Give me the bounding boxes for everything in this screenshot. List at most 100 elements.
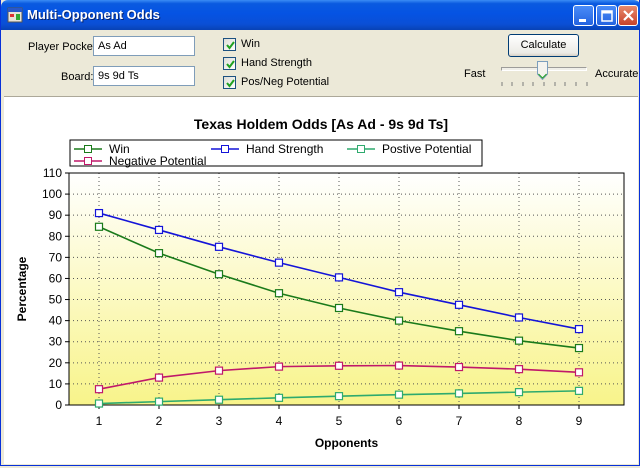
x-tick-label: 3 [216,414,223,428]
data-point [214,366,224,375]
legend-marker [357,145,365,153]
maximize-button[interactable] [596,5,617,26]
y-tick-label: 90 [49,208,63,222]
legend: Win Hand Strength Postive Potential Negativ… [69,139,483,168]
data-point [454,327,464,336]
checkmark-icon [226,79,235,88]
x-tick-label: 9 [576,414,583,428]
data-point [154,249,164,258]
data-point [574,343,584,353]
data-point [514,336,524,345]
y-tick-label: 40 [49,314,63,328]
checkbox-hand-strength-label: Hand Strength [241,57,312,69]
close-button[interactable] [618,5,638,26]
checkbox-pos-neg-box[interactable] [223,76,236,89]
data-point [154,225,164,235]
data-point [274,362,284,371]
data-point [514,365,524,374]
data-point [334,392,344,401]
checkbox-pos-neg-label: Pos/Neg Potential [241,76,330,88]
board-label: Board: [61,71,94,83]
x-tick-label: 2 [156,414,163,428]
y-tick-label: 70 [49,250,63,264]
x-axis-label: Opponents [315,436,379,450]
data-point [574,386,584,395]
calculate-button[interactable]: Calculate [508,34,579,57]
axes: 0 10 20 30 40 50 60 70 80 90 100 110 1 2 3 4 5 6 7 8 9 [42,166,625,428]
data-point [94,385,104,394]
y-tick-label: 30 [49,335,63,349]
data-point [454,389,464,398]
data-point [214,242,224,251]
y-tick-label: 20 [49,356,63,370]
window-title: Multi-Opponent Odds [27,7,160,22]
data-point [454,300,464,309]
legend-marker [221,145,229,153]
series-group [94,208,584,408]
legend-label: Win [109,142,130,156]
checkbox-win-label: Win [241,38,260,50]
data-point [274,289,284,298]
data-point [94,222,104,231]
data-point [94,208,104,218]
slider-accurate-label: Accurate [595,68,639,80]
chart-title: Texas Holdem Odds [As Ad - 9s 9d Ts] [194,116,448,132]
odds-chart-panel: Texas Holdem Odds [As Ad - 9s 9d Ts] 0 10… [4,96,638,464]
grid-lines [69,172,624,405]
board-input[interactable] [93,66,195,86]
legend-label: Hand Strength [246,142,323,156]
data-point [274,393,284,402]
legend-label: Negative Potential [109,154,206,168]
y-tick-label: 60 [49,271,63,285]
data-point [334,273,344,282]
y-tick-label: 100 [42,187,62,201]
plot-frame [68,172,625,406]
player-pocket-input[interactable] [93,36,195,56]
accuracy-slider-thumb[interactable] [537,61,548,80]
checkmark-icon [226,41,235,50]
x-tick-label: 5 [336,414,343,428]
y-axis-label: Percentage [15,256,29,321]
data-point [274,258,284,267]
legend-label: Postive Potential [382,142,471,156]
data-point [154,373,164,382]
x-tick-label: 1 [96,414,103,428]
minimize-icon [579,19,586,22]
data-point [394,390,404,399]
legend-marker [84,145,92,153]
checkbox-win-box[interactable] [223,38,236,51]
y-tick-label: 110 [43,166,62,180]
minimize-button[interactable] [573,5,594,26]
slider-fast-label: Fast [464,68,486,80]
data-point [334,361,344,370]
data-point [394,316,404,325]
data-point [214,395,224,404]
checkmark-icon [226,60,235,69]
data-point [214,270,224,279]
x-tick-label: 8 [516,414,523,428]
data-point [394,288,404,297]
y-tick-label: 80 [49,229,63,243]
odds-chart: Texas Holdem Odds [As Ad - 9s 9d Ts] 0 10… [15,116,625,450]
data-point [454,362,464,372]
app-icon [7,7,23,23]
data-point [514,388,524,397]
y-tick-label: 50 [49,293,63,307]
maximize-icon [601,10,613,22]
close-icon [623,10,634,21]
y-tick-label: 10 [49,377,63,391]
x-tick-label: 4 [276,414,283,428]
data-point [514,313,524,322]
title-bar[interactable]: Multi-Opponent Odds [1,0,640,30]
data-point [154,397,164,406]
legend-box [69,139,483,167]
data-point [574,368,584,377]
checkbox-hand-strength-box[interactable] [223,57,236,70]
data-point [394,361,404,370]
player-pocket-label: Player Pocket: [28,41,99,53]
y-tick-label: 0 [55,398,62,412]
data-point [574,324,584,334]
data-point [334,303,344,313]
x-tick-label: 6 [396,414,403,428]
